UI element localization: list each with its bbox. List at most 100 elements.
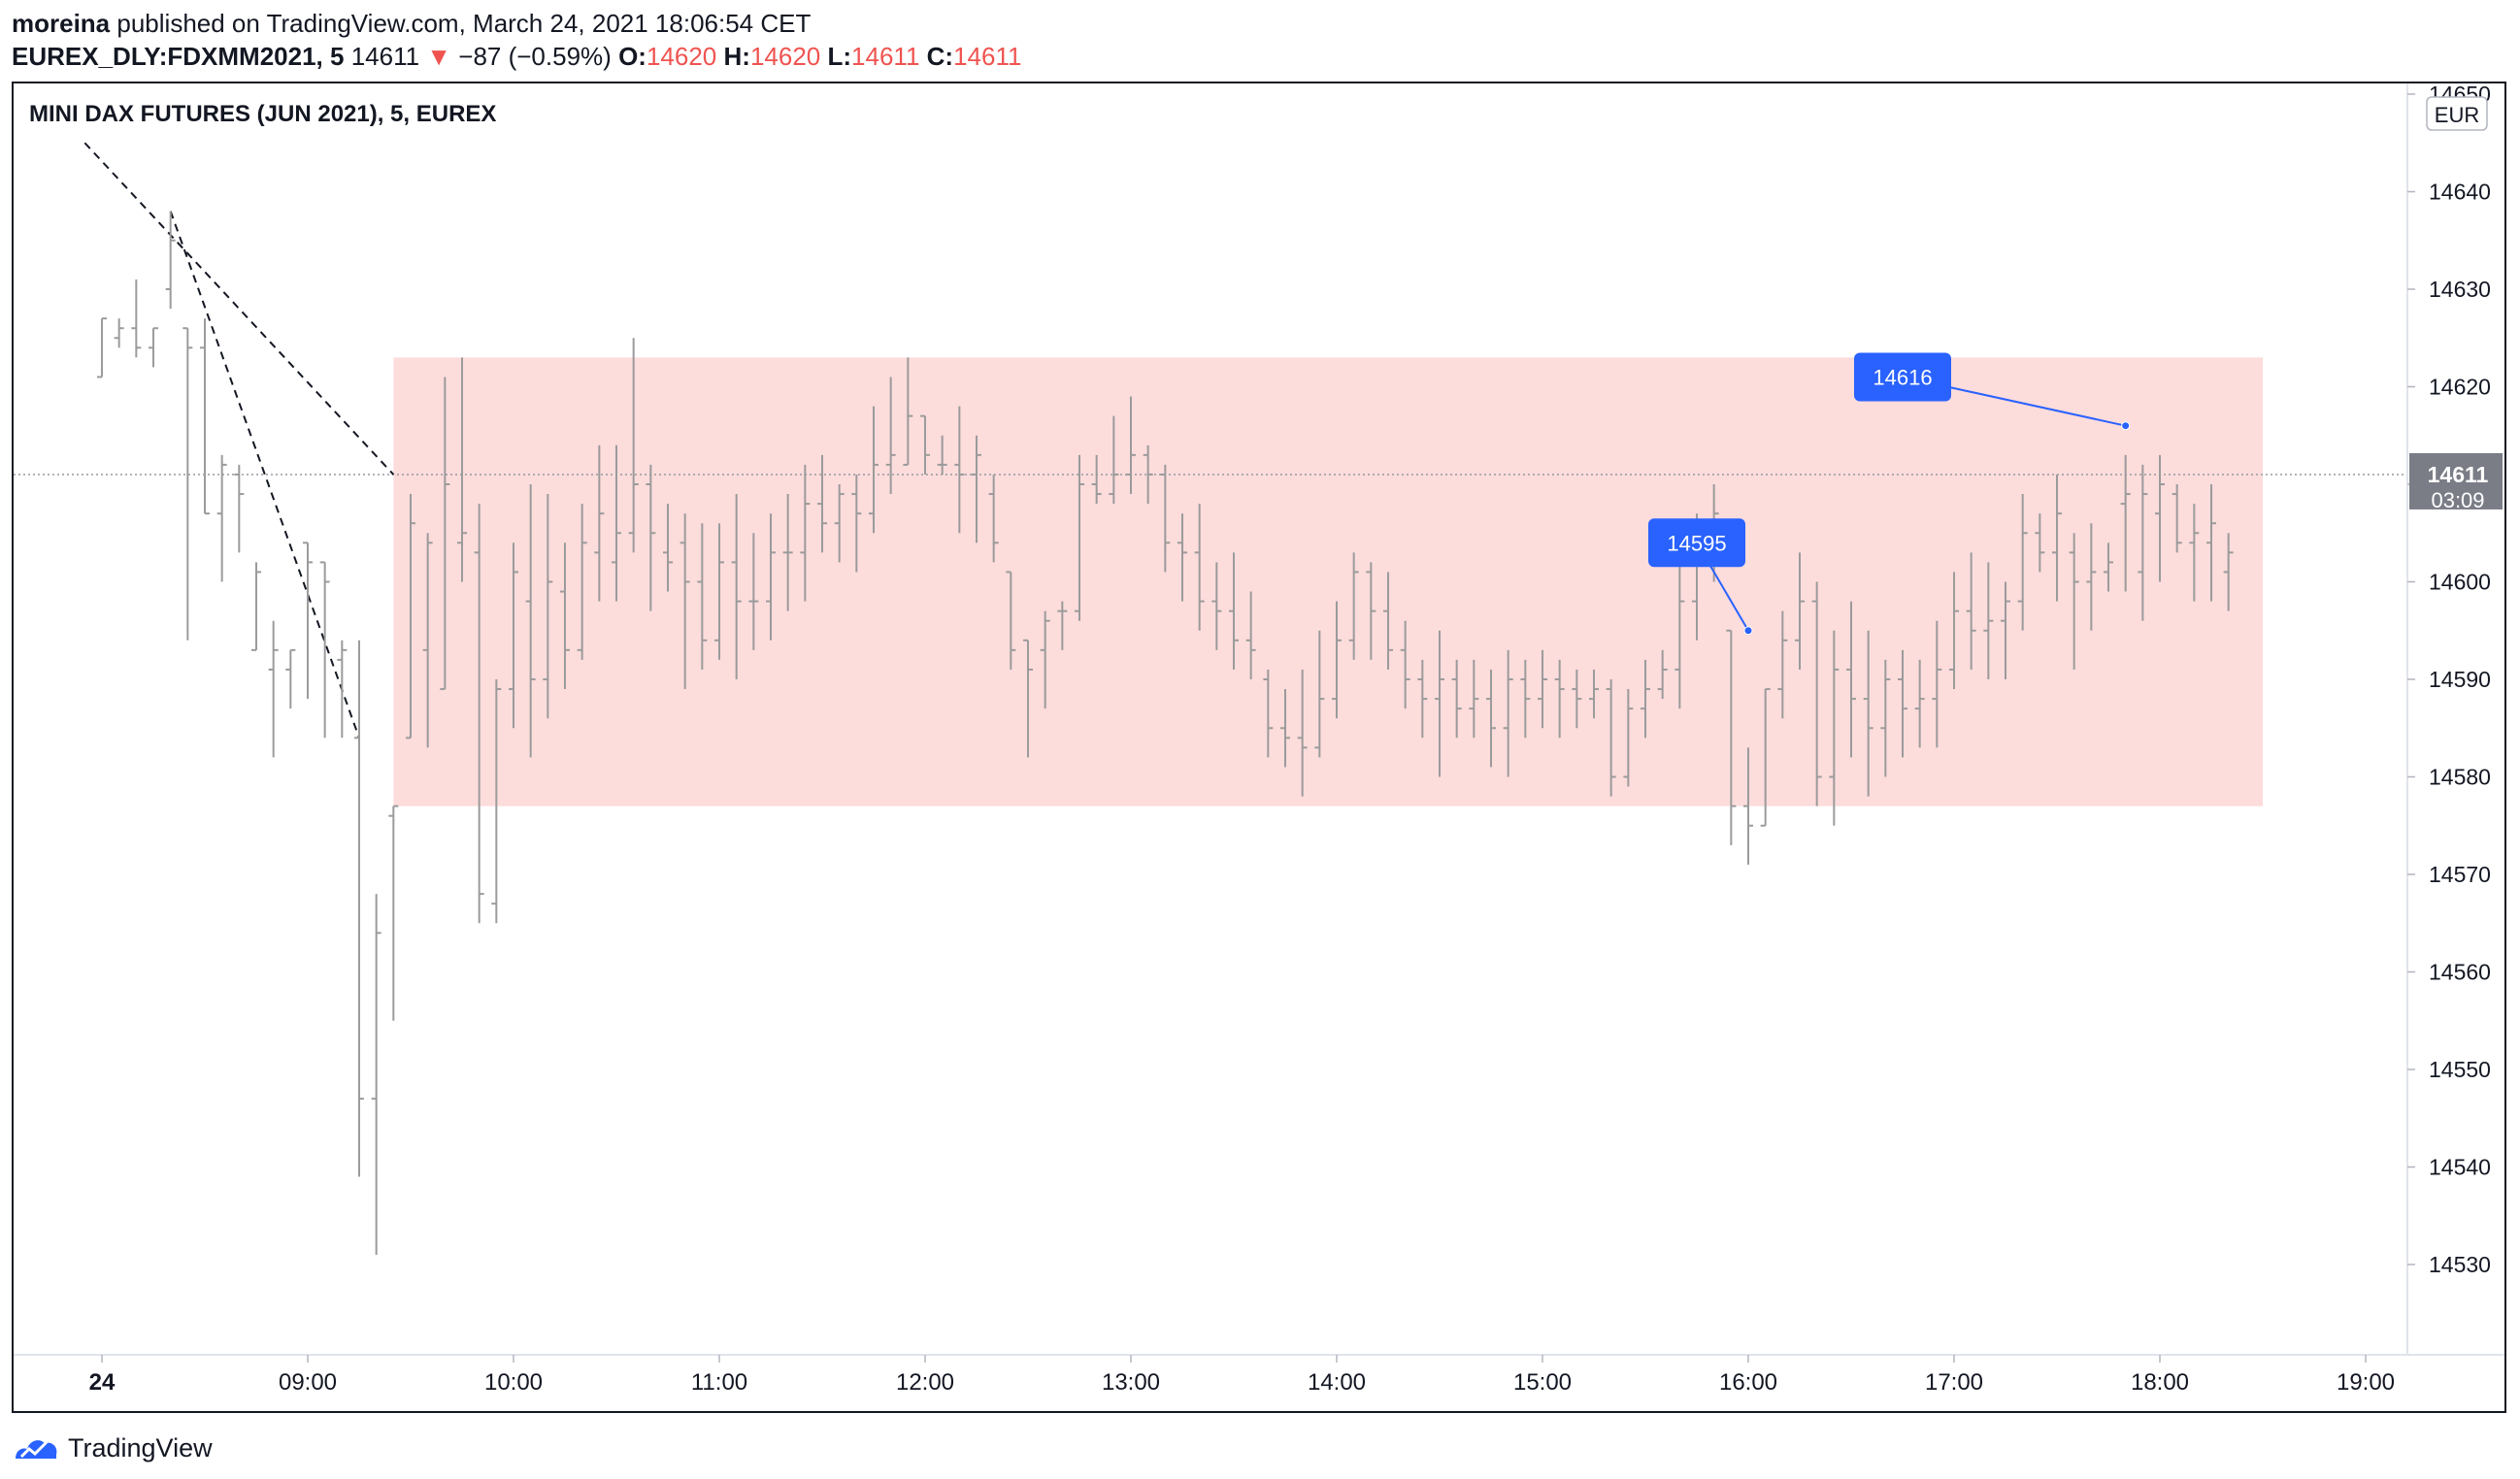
ohlc-bar xyxy=(697,523,708,670)
ohlc-bar xyxy=(2052,474,2062,602)
date-tick-label: 24 xyxy=(89,1369,116,1396)
currency-button[interactable] xyxy=(2426,96,2488,131)
ohlc-bar xyxy=(800,464,811,602)
ohlc-bar xyxy=(1091,454,1102,505)
ohlc-bar xyxy=(1383,572,1393,670)
ohlc-bar xyxy=(646,464,656,611)
ohlc-bar xyxy=(474,504,484,924)
ohlc-bar xyxy=(388,805,399,1021)
last-price-tag[interactable] xyxy=(2409,452,2503,509)
ohlc-bar xyxy=(594,444,605,602)
ohlc-bar xyxy=(491,679,502,924)
ohlc-bar xyxy=(2035,513,2045,573)
ohlc-bar xyxy=(440,377,450,691)
callout-anchor-2[interactable] xyxy=(2121,421,2131,431)
ohlc-bar xyxy=(509,542,518,729)
ohlc-bar xyxy=(1760,688,1771,827)
x-tick-label: 18:00 xyxy=(2131,1369,2189,1396)
high-label: H: xyxy=(723,42,750,71)
low-label: L: xyxy=(827,42,852,71)
callout-anchor-1[interactable] xyxy=(1743,626,1753,636)
ohlc-bar xyxy=(2206,484,2216,602)
ohlc-bar xyxy=(1829,630,1840,826)
ohlc-bar xyxy=(1143,444,1153,505)
ohlc-bar xyxy=(937,435,947,475)
ohlc-bar xyxy=(560,542,570,690)
ohlc-bar xyxy=(1743,747,1753,865)
ohlc-bar xyxy=(612,444,621,602)
open-label: O: xyxy=(618,42,647,71)
ohlc-bar xyxy=(1846,601,1856,758)
ohlc-bar xyxy=(851,474,862,573)
ohlc-bar xyxy=(766,513,776,641)
x-tick-label: 15:00 xyxy=(1513,1369,1572,1396)
ohlc-bar xyxy=(1280,689,1290,768)
ohlc-bar xyxy=(988,474,999,563)
ohlc-bar xyxy=(577,504,587,660)
ohlc-bar xyxy=(1297,669,1308,797)
ohlc-bar xyxy=(1057,601,1068,650)
ohlc-bar xyxy=(1538,649,1547,729)
x-tick-label: 09:00 xyxy=(279,1369,337,1396)
ohlc-bar xyxy=(869,406,879,534)
ohlc-bar xyxy=(1194,504,1205,631)
ohlc-bar xyxy=(1932,620,1942,748)
y-tick-label: 14540 xyxy=(2429,1155,2491,1180)
ohlc-bar xyxy=(2017,494,2028,631)
tradingview-footer[interactable]: TradingView xyxy=(14,1429,213,1467)
callout-label-2: 14616 xyxy=(1873,365,1932,389)
ohlc-bar xyxy=(1674,562,1685,709)
ohlc-bar xyxy=(1589,669,1599,719)
callout-box-2[interactable] xyxy=(1854,352,1951,402)
ohlc-bar xyxy=(748,533,759,650)
ohlc-bar xyxy=(1211,562,1222,650)
ohlc-bar xyxy=(1777,610,1788,719)
ohlc-bar xyxy=(337,640,348,739)
ohlc-bar xyxy=(1435,630,1444,777)
ohlc-bar xyxy=(2069,533,2079,670)
symbol-name[interactable]: EUREX_DLY:FDXMM2021, 5 xyxy=(12,42,345,71)
x-tick-label: 10:00 xyxy=(484,1369,543,1396)
ohlc-bar xyxy=(2189,504,2200,602)
low-value: 14611 xyxy=(851,42,920,71)
ohlc-bar xyxy=(1486,669,1496,768)
close-value: 14611 xyxy=(953,42,1022,71)
trendline-2[interactable] xyxy=(169,211,360,739)
ohlc-bar xyxy=(234,464,245,553)
close-label: C: xyxy=(926,42,954,71)
callout-box-1[interactable] xyxy=(1648,518,1745,568)
ohlc-bar xyxy=(1795,552,1805,670)
callout-label-1: 14595 xyxy=(1667,531,1726,555)
ohlc-bar xyxy=(1880,659,1891,777)
ohlc-bar xyxy=(1469,659,1479,739)
y-tick-label: 14530 xyxy=(2429,1252,2491,1277)
ohlc-bar xyxy=(1641,659,1650,739)
ohlc-bar xyxy=(972,435,981,543)
ohlc-bar xyxy=(1348,552,1359,660)
ohlc-bar xyxy=(165,211,176,310)
ohlc-bar xyxy=(1554,659,1565,739)
ohlc-bar xyxy=(1657,649,1668,700)
x-tick-label: 12:00 xyxy=(896,1369,954,1396)
ohlc-bar xyxy=(1503,649,1513,777)
ohlc-bar xyxy=(1983,562,1994,679)
symbol-line: EUREX_DLY:FDXMM2021, 5 14611 ▼ −87 (−0.5… xyxy=(12,41,1021,72)
trendline-1[interactable] xyxy=(83,142,395,476)
x-tick-label: 19:00 xyxy=(2337,1369,2395,1396)
ohlc-bar xyxy=(1229,552,1239,670)
publish-line: moreina published on TradingView.com, Ma… xyxy=(12,8,811,39)
ohlc-bar xyxy=(1023,639,1033,758)
range-zone[interactable] xyxy=(393,357,2263,806)
ohlc-bar xyxy=(1160,464,1171,573)
ohlc-bar xyxy=(2120,454,2131,592)
ohlc-bar xyxy=(920,414,930,475)
author-name[interactable]: moreina xyxy=(12,9,111,38)
ohlc-bar xyxy=(903,357,913,466)
ohlc-bar xyxy=(303,542,313,700)
ohlc-bar xyxy=(1177,513,1187,602)
y-tick-label: 14600 xyxy=(2429,570,2491,595)
ohlc-bar xyxy=(354,640,364,1177)
ohlc-bar xyxy=(1914,659,1925,748)
ohlc-bar xyxy=(1040,610,1050,709)
